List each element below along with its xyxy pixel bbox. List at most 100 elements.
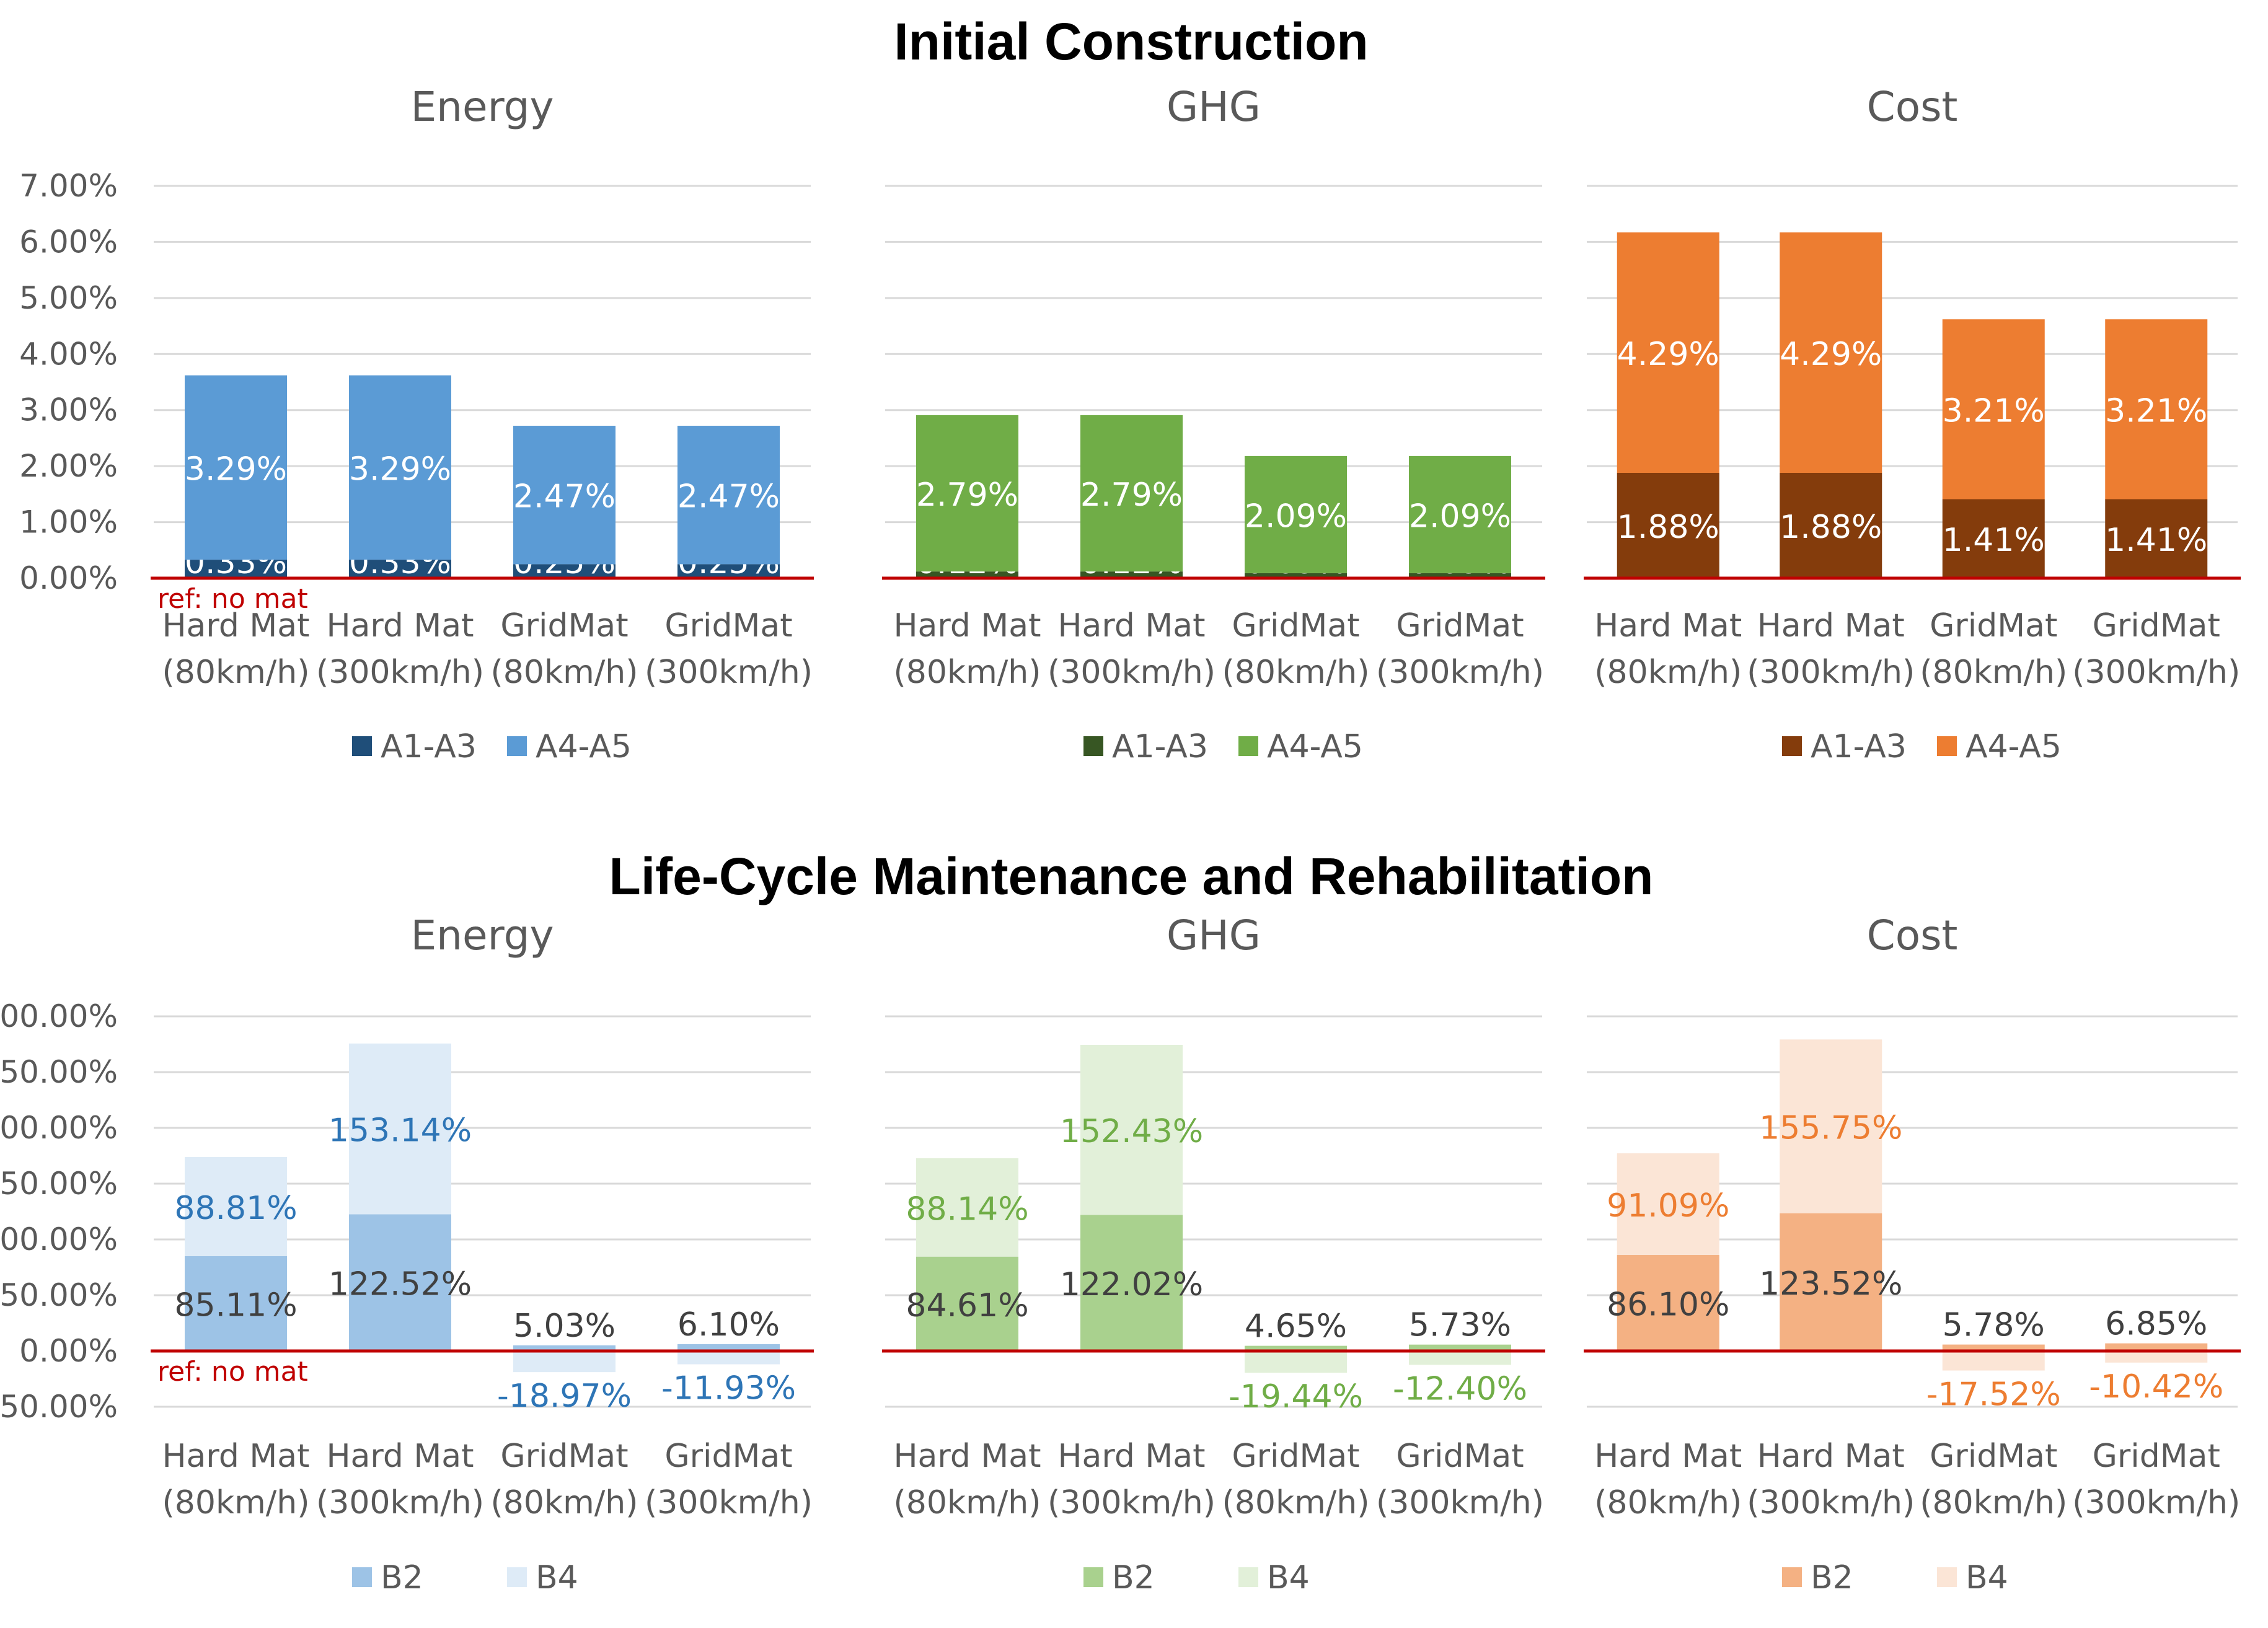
bar-lifecycle-ghg-b4	[1080, 1044, 1183, 1215]
legend-swatch-b4	[1937, 1567, 1957, 1587]
x-tick-label: GridMat	[1232, 1438, 1359, 1475]
data-label-initial-energy: 2.47%	[677, 478, 780, 516]
y-tick-label: 2.00%	[19, 448, 118, 484]
bar-lifecycle-ghg-b2	[1080, 1215, 1183, 1351]
bar-initial-energy-a1-a3	[349, 560, 451, 578]
y-tick-label: 3.00%	[19, 392, 118, 428]
legend-label-a4-a5: A4-A5	[1267, 728, 1363, 765]
bar-initial-cost-a1-a3	[1780, 472, 1882, 578]
data-label-initial-ghg: 2.09%	[1245, 498, 1347, 535]
panel-title-lifecycle-cost: Cost	[1867, 912, 1958, 959]
x-tick-label: GridMat	[1930, 607, 2057, 645]
x-tick-label: (80km/h)	[1920, 654, 2067, 691]
bar-lifecycle-energy-b4	[513, 1351, 616, 1373]
data-label-lifecycle-cost: 86.10%	[1607, 1287, 1729, 1324]
data-label-lifecycle-cost: -17.52%	[1926, 1376, 2061, 1414]
data-label-lifecycle-ghg: 88.14%	[906, 1190, 1028, 1228]
data-label-initial-cost: 1.88%	[1780, 509, 1882, 546]
x-tick-label: Hard Mat	[1757, 1438, 1905, 1475]
data-label-lifecycle-energy: -18.97%	[497, 1378, 632, 1415]
x-tick-label: (80km/h)	[894, 654, 1041, 691]
bar-initial-cost-a1-a3	[2105, 499, 2208, 578]
x-tick-label: (80km/h)	[1920, 1484, 2067, 1521]
bar-lifecycle-energy-b2	[349, 1214, 451, 1351]
y-tick-label: 4.00%	[19, 336, 118, 372]
y-tick-label: -50.00%	[0, 1389, 118, 1425]
y-tick-label: 200.00%	[0, 1110, 118, 1146]
data-label-lifecycle-cost: 91.09%	[1607, 1187, 1729, 1225]
x-tick-label: Hard Mat	[1057, 1438, 1205, 1475]
x-tick-label: Hard Mat	[893, 607, 1041, 645]
panel-title-lifecycle-ghg: GHG	[1167, 912, 1261, 959]
legend-swatch-b4	[1238, 1567, 1258, 1587]
bar-lifecycle-cost-b4	[1942, 1351, 2045, 1371]
bar-initial-ghg-a1-a3	[1245, 573, 1347, 578]
bar-initial-cost-a4-a5	[1780, 232, 1882, 473]
data-label-initial-ghg: 2.79%	[1080, 477, 1183, 514]
bar-initial-energy-a1-a3	[513, 564, 616, 578]
bar-initial-ghg-a4-a5	[916, 415, 1018, 572]
legend-swatch-b4	[507, 1567, 527, 1587]
data-label-initial-cost: 3.21%	[2105, 392, 2207, 429]
bar-lifecycle-ghg-b2	[1245, 1345, 1347, 1351]
bar-initial-ghg-a4-a5	[1245, 455, 1347, 573]
legend-label-b2: B2	[381, 1559, 423, 1596]
bar-initial-ghg-a1-a3	[1409, 573, 1511, 578]
data-label-initial-energy: 3.29%	[349, 451, 451, 488]
data-label-initial-cost: 1.41%	[2105, 522, 2207, 559]
bar-initial-energy-a4-a5	[349, 375, 451, 560]
x-tick-label: GridMat	[1232, 607, 1359, 645]
panel-title-lifecycle-energy: Energy	[410, 912, 554, 959]
x-tick-label: (80km/h)	[894, 1484, 1041, 1521]
x-tick-label: (80km/h)	[162, 1484, 310, 1521]
legend-swatch-a4-a5	[507, 736, 527, 756]
bar-lifecycle-ghg-b4	[1245, 1351, 1347, 1373]
data-label-lifecycle-energy: 5.03%	[513, 1308, 616, 1345]
bar-initial-ghg-a1-a3	[916, 571, 1018, 578]
bar-initial-cost-a4-a5	[1617, 232, 1719, 473]
legend-swatch-a4-a5	[1937, 736, 1957, 756]
bar-initial-energy-a4-a5	[185, 375, 287, 560]
legend-swatch-a1-a3	[1083, 736, 1103, 756]
data-label-lifecycle-energy: -11.93%	[661, 1370, 796, 1407]
y-tick-label: 1.00%	[19, 504, 118, 540]
x-tick-label: Hard Mat	[162, 1438, 309, 1475]
y-tick-label: 300.00%	[0, 998, 118, 1034]
x-tick-label: (80km/h)	[1222, 654, 1370, 691]
legend-label-b4: B4	[1267, 1559, 1310, 1596]
y-tick-label: 0.00%	[19, 1333, 118, 1369]
x-tick-label: GridMat	[2093, 607, 2220, 645]
x-tick-label: Hard Mat	[893, 1438, 1041, 1475]
bar-lifecycle-cost-b2	[2105, 1343, 2208, 1351]
data-label-lifecycle-ghg: -12.40%	[1393, 1370, 1527, 1407]
bar-lifecycle-energy-b2	[185, 1256, 287, 1351]
data-label-lifecycle-cost: 5.78%	[1943, 1307, 2045, 1344]
x-tick-label: (300km/h)	[1376, 1484, 1544, 1521]
panel-title-initial-ghg: GHG	[1167, 83, 1261, 131]
legend-swatch-a1-a3	[352, 736, 372, 756]
legend-label-b4: B4	[1966, 1559, 2008, 1596]
data-label-lifecycle-ghg: 4.65%	[1245, 1308, 1347, 1345]
bar-lifecycle-cost-b2	[1617, 1255, 1719, 1351]
legend-label-a1-a3: A1-A3	[1811, 728, 1907, 765]
data-label-lifecycle-cost: -10.42%	[2089, 1368, 2223, 1406]
x-tick-label: (80km/h)	[1222, 1484, 1370, 1521]
legend-swatch-b2	[352, 1567, 372, 1587]
bar-initial-cost-a1-a3	[1942, 499, 2045, 578]
x-tick-label: GridMat	[1396, 1438, 1524, 1475]
x-tick-label: (300km/h)	[1376, 654, 1544, 691]
data-label-initial-ghg: 2.79%	[916, 477, 1018, 514]
reference-label: ref: no mat	[157, 583, 308, 615]
y-tick-label: 150.00%	[0, 1166, 118, 1202]
legend-swatch-b2	[1083, 1567, 1103, 1587]
legend-label-a4-a5: A4-A5	[1966, 728, 2062, 765]
x-tick-label: (300km/h)	[1048, 1484, 1216, 1521]
legend-label-a1-a3: A1-A3	[381, 728, 477, 765]
x-tick-label: (300km/h)	[2072, 1484, 2240, 1521]
legend-swatch-a4-a5	[1238, 736, 1258, 756]
bar-lifecycle-energy-b2	[513, 1345, 616, 1351]
x-tick-label: Hard Mat	[1594, 1438, 1742, 1475]
x-tick-label: (300km/h)	[316, 1484, 484, 1521]
bar-lifecycle-cost-b4	[1617, 1153, 1719, 1256]
x-tick-label: (300km/h)	[1747, 654, 1915, 691]
